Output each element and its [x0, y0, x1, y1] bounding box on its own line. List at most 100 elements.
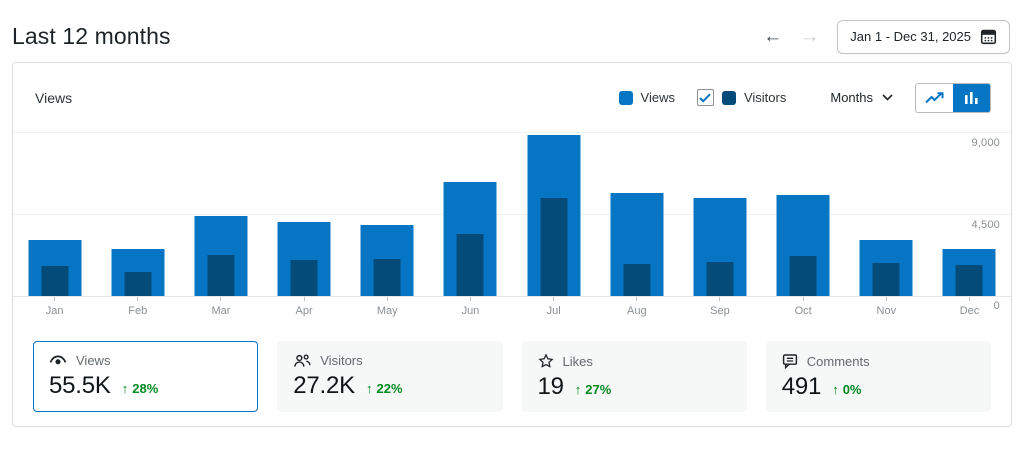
x-axis-label: Sep	[710, 305, 730, 317]
x-axis-slot: Jun	[429, 297, 512, 325]
x-axis-tick	[719, 297, 721, 301]
x-axis-slot: Dec	[928, 297, 1011, 325]
line-chart-icon	[925, 91, 944, 104]
stats-panel: Views Views Visitors Months	[12, 62, 1012, 427]
visitors-bar[interactable]	[41, 266, 69, 296]
visitors-bar[interactable]	[540, 198, 568, 296]
x-axis-label: Dec	[959, 305, 980, 317]
bar-chart-icon	[964, 91, 979, 104]
card-delta: ↑ 22%	[366, 381, 403, 396]
gridline	[13, 132, 1011, 133]
visitors-bar[interactable]	[955, 265, 983, 296]
bar-group-apr[interactable]	[263, 133, 346, 296]
visitors-bar[interactable]	[124, 271, 152, 296]
bar-group-aug[interactable]	[595, 133, 678, 296]
x-axis-tick	[386, 297, 388, 301]
card-value: 19	[537, 373, 564, 400]
x-axis-label: Jul	[546, 305, 561, 317]
summary-card-visitors[interactable]: Visitors 27.2K ↑ 22%	[277, 341, 503, 412]
delta-value: 0%	[842, 382, 862, 397]
x-axis-label: Nov	[876, 305, 897, 317]
bar-group-jan[interactable]	[13, 133, 96, 296]
bar-group-feb[interactable]	[96, 133, 179, 296]
x-axis-slot: Sep	[678, 297, 761, 325]
visitors-bar[interactable]	[623, 264, 651, 296]
x-axis-tick	[636, 297, 638, 301]
card-delta: ↑ 28%	[122, 381, 159, 396]
visitors-legend-swatch	[721, 90, 736, 105]
date-range-picker-button[interactable]: Jan 1 - Dec 31, 2025	[837, 19, 1010, 54]
summary-card-likes[interactable]: Likes 19 ↑ 27%	[521, 341, 747, 412]
visitors-bar[interactable]	[207, 255, 235, 296]
x-axis-slot: Nov	[845, 297, 928, 325]
x-axis-tick	[968, 297, 970, 301]
delta-up-arrow-icon: ↑	[574, 382, 582, 397]
card-value: 55.5K	[49, 372, 111, 399]
visitors-bar[interactable]	[373, 258, 401, 296]
star-icon	[537, 353, 554, 369]
x-axis-tick	[54, 297, 56, 301]
interval-dropdown[interactable]: Months	[830, 90, 893, 105]
delta-up-arrow-icon: ↑	[832, 382, 839, 397]
x-axis-slot: Jul	[512, 297, 595, 325]
x-axis-tick	[137, 297, 139, 301]
summary-card-comments[interactable]: Comments 491 ↑ 0%	[765, 341, 991, 412]
chart-title: Views	[35, 89, 73, 106]
x-axis-slot: Mar	[179, 297, 262, 325]
visitors-bar[interactable]	[290, 259, 318, 296]
bar-group-dec[interactable]	[928, 133, 1011, 296]
bar-group-jun[interactable]	[429, 133, 512, 296]
views-legend-label: Views	[640, 90, 675, 105]
checkbox-check-icon	[699, 93, 712, 103]
visitors-bar[interactable]	[706, 261, 734, 296]
chart-type-toggle	[915, 82, 991, 113]
visitors-checkbox[interactable]	[696, 89, 714, 106]
comment-icon	[782, 353, 798, 369]
next-period-button[interactable]: →	[796, 25, 823, 48]
delta-value: 22%	[376, 381, 403, 396]
delta-value: 28%	[132, 381, 159, 396]
bar-group-may[interactable]	[346, 133, 429, 296]
x-axis-label: Oct	[794, 305, 812, 317]
card-label: Views	[76, 353, 111, 368]
visitors-bar[interactable]	[872, 263, 900, 296]
chart-header: Views Views Visitors Months	[13, 63, 1011, 133]
date-navigation: ← → Jan 1 - Dec 31, 2025	[759, 19, 1010, 54]
x-axis-tick	[802, 297, 804, 301]
x-axis-label: Apr	[295, 305, 313, 317]
x-axis: Jan Feb Mar Apr May Jun Jul Aug Sep Oct Nov Dec	[13, 297, 1011, 325]
x-axis-label: Aug	[627, 305, 647, 317]
y-axis-label: 0	[993, 300, 1000, 312]
x-axis-tick	[553, 297, 555, 301]
previous-period-button[interactable]: ←	[759, 25, 786, 48]
x-axis-slot: May	[346, 297, 429, 325]
x-axis-label: Mar	[211, 305, 231, 317]
bar-group-nov[interactable]	[845, 133, 928, 296]
chart-legend: Views Visitors Months	[618, 82, 991, 113]
interval-selected-label: Months	[830, 90, 873, 105]
chart-plot-area: 0 4,500 9,000	[13, 132, 1011, 312]
x-axis-slot: Oct	[762, 297, 845, 325]
x-axis-tick	[469, 297, 471, 301]
x-axis-tick	[220, 297, 222, 301]
line-chart-toggle-button[interactable]	[916, 83, 953, 112]
bar-group-sep[interactable]	[678, 133, 761, 296]
bar-chart-toggle-button[interactable]	[953, 83, 990, 112]
visitors-bar[interactable]	[789, 256, 817, 296]
x-axis-slot: Jan	[13, 297, 96, 325]
topbar: Last 12 months ← → Jan 1 - Dec 31, 2025	[0, 0, 1024, 62]
card-delta: ↑ 0%	[832, 382, 861, 397]
x-axis-tick	[303, 297, 305, 301]
bar-group-jul[interactable]	[512, 133, 595, 296]
bar-group-mar[interactable]	[179, 133, 262, 296]
x-axis-slot: Feb	[96, 297, 179, 325]
bar-group-oct[interactable]	[762, 133, 845, 296]
y-axis-label: 4,500	[971, 218, 1000, 231]
summary-card-views[interactable]: Views 55.5K ↑ 28%	[33, 341, 259, 412]
bars-layer	[13, 133, 1011, 296]
delta-up-arrow-icon: ↑	[365, 381, 373, 396]
visitors-legend-label: Visitors	[743, 90, 787, 105]
y-axis-label: 9,000	[971, 137, 1000, 149]
delta-up-arrow-icon: ↑	[121, 381, 129, 396]
visitors-bar[interactable]	[456, 233, 484, 296]
